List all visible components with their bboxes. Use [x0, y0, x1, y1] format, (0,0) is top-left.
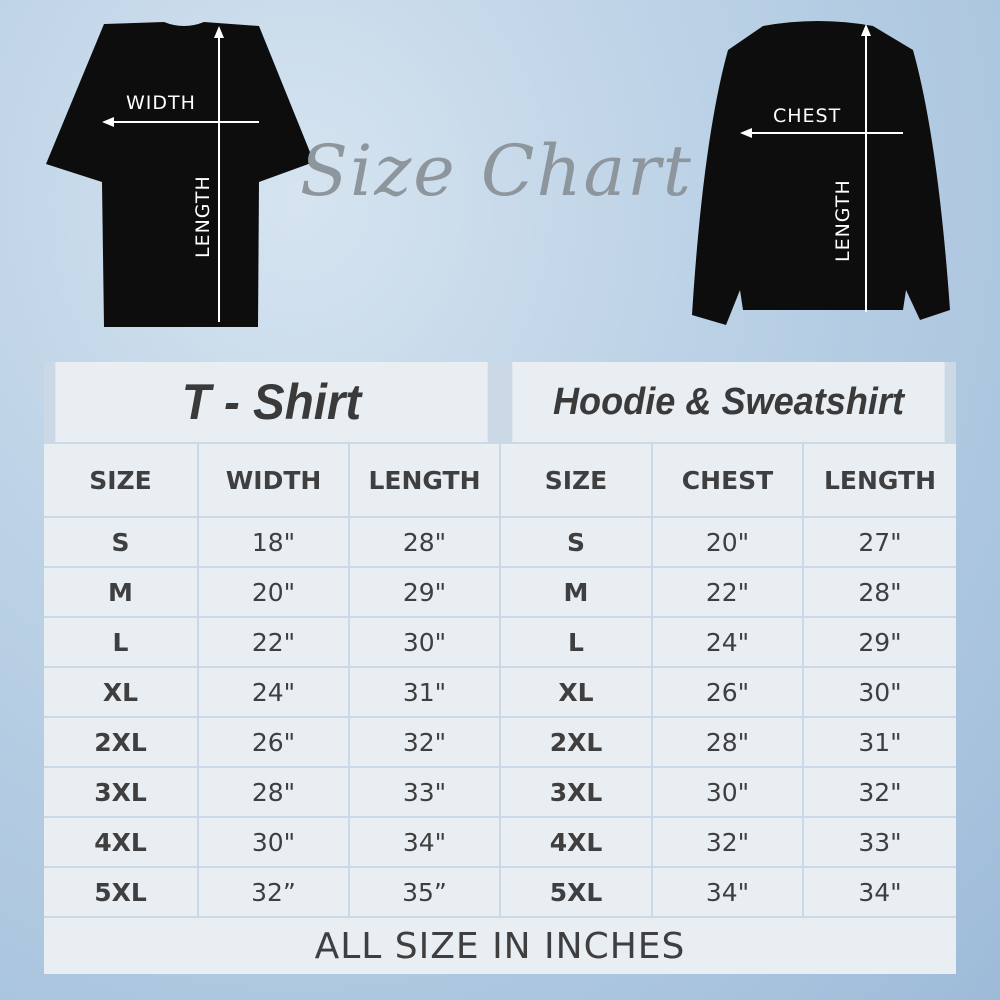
- hoodie-value-cell: 29": [804, 618, 956, 666]
- hoodie-value-cell: 34": [653, 868, 802, 916]
- tshirt-value-cell: 29": [350, 568, 499, 616]
- tshirt-value-cell: 30": [199, 818, 348, 866]
- tshirt-length-label: LENGTH: [192, 175, 214, 258]
- width-label: WIDTH: [126, 92, 196, 114]
- hoodie-size-cell: S: [501, 518, 651, 566]
- tshirt-size-cell: 3XL: [44, 768, 197, 816]
- tshirt-value-cell: 35”: [350, 868, 499, 916]
- tshirt-image: [46, 22, 314, 327]
- size-table: T - Shirt Hoodie & Sweatshirt SIZE WIDTH L…: [44, 362, 956, 974]
- hoodie-value-cell: 33": [804, 818, 956, 866]
- tshirt-value-cell: 30": [350, 618, 499, 666]
- hoodie-value-cell: 31": [804, 718, 956, 766]
- tshirt-size-cell: 5XL: [44, 868, 197, 916]
- hoodie-value-cell: 34": [804, 868, 956, 916]
- hoodie-value-cell: 32": [653, 818, 802, 866]
- tshirt-value-cell: 22": [199, 618, 348, 666]
- hoodie-size-cell: 4XL: [501, 818, 651, 866]
- tshirt-value-cell: 33": [350, 768, 499, 816]
- tshirt-title: T - Shirt: [55, 362, 488, 442]
- hoodie-value-cell: 28": [653, 718, 802, 766]
- tshirt-value-cell: 28": [199, 768, 348, 816]
- hoodie-length-label: LENGTH: [832, 179, 854, 262]
- tshirt-value-cell: 24": [199, 668, 348, 716]
- hoodie-header-cell: LENGTH: [804, 444, 956, 516]
- tshirt-size-cell: L: [44, 618, 197, 666]
- hoodie-value-cell: 32": [804, 768, 956, 816]
- chest-label: CHEST: [773, 105, 842, 127]
- hoodie-value-cell: 26": [653, 668, 802, 716]
- tshirt-value-cell: 20": [199, 568, 348, 616]
- tshirt-value-cell: 26": [199, 718, 348, 766]
- tshirt-value-cell: 31": [350, 668, 499, 716]
- hoodie-value-cell: 28": [804, 568, 956, 616]
- tshirt-value-cell: 32": [350, 718, 499, 766]
- tshirt-size-cell: 4XL: [44, 818, 197, 866]
- hoodie-header-cell: SIZE: [501, 444, 651, 516]
- tshirt-header-cell: WIDTH: [199, 444, 348, 516]
- tshirt-size-cell: XL: [44, 668, 197, 716]
- hoodie-value-cell: 24": [653, 618, 802, 666]
- tshirt-value-cell: 28": [350, 518, 499, 566]
- hoodie-value-cell: 22": [653, 568, 802, 616]
- hoodie-value-cell: 30": [653, 768, 802, 816]
- hoodie-value-cell: 30": [804, 668, 956, 716]
- hoodie-value-cell: 27": [804, 518, 956, 566]
- size-chart-heading: Size Chart: [300, 130, 693, 212]
- hoodie-size-cell: M: [501, 568, 651, 616]
- tshirt-size-cell: 2XL: [44, 718, 197, 766]
- tshirt-value-cell: 34": [350, 818, 499, 866]
- hoodie-value-cell: 20": [653, 518, 802, 566]
- hoodie-header-cell: CHEST: [653, 444, 802, 516]
- hoodie-size-cell: 2XL: [501, 718, 651, 766]
- sweatshirt-image: [692, 21, 950, 325]
- tshirt-header-cell: SIZE: [44, 444, 197, 516]
- hoodie-size-cell: 5XL: [501, 868, 651, 916]
- units-footer: ALL SIZE IN INCHES: [44, 918, 956, 974]
- tshirt-value-cell: 18": [199, 518, 348, 566]
- tshirt-value-cell: 32”: [199, 868, 348, 916]
- hoodie-size-cell: L: [501, 618, 651, 666]
- tshirt-header-cell: LENGTH: [350, 444, 499, 516]
- hoodie-title: Hoodie & Sweatshirt: [512, 362, 945, 442]
- tshirt-size-cell: M: [44, 568, 197, 616]
- hoodie-size-cell: 3XL: [501, 768, 651, 816]
- tshirt-size-cell: S: [44, 518, 197, 566]
- hoodie-size-cell: XL: [501, 668, 651, 716]
